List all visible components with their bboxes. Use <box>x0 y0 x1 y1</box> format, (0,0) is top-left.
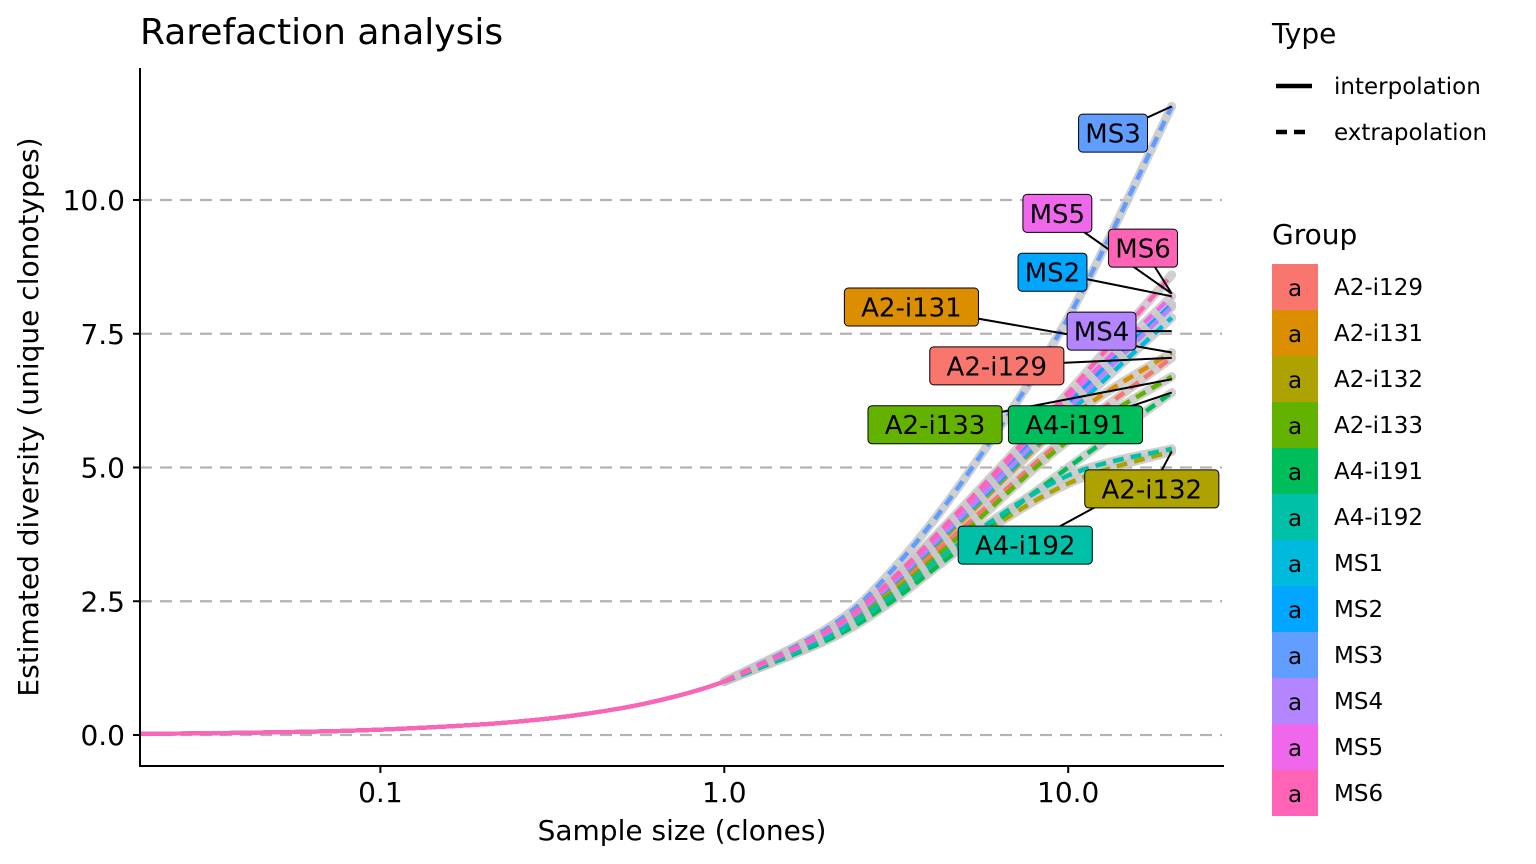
legend-group-label-ms3: MS3 <box>1334 643 1383 669</box>
legend-group-key-a4-i191 <box>1272 448 1318 494</box>
y-tick-label-7-5: 7.5 <box>80 318 125 351</box>
x-tick-label-10-0: 10.0 <box>1037 776 1099 809</box>
y-tick-label-5-0: 5.0 <box>80 452 125 485</box>
legend-group-key-ms1 <box>1272 540 1318 586</box>
legend-group-key-a2-i131 <box>1272 310 1318 356</box>
label-box-a2-i131 <box>843 287 979 327</box>
legend-group-key-a2-i132 <box>1272 356 1318 402</box>
legend-group-label-a2-i133: A2-i133 <box>1334 413 1423 439</box>
label-box-a2-i132 <box>1084 469 1220 509</box>
label-box-ms3 <box>1078 113 1148 153</box>
legend-group-key-a4-i192 <box>1272 494 1318 540</box>
series-labels: MS3 MS5 MS6 MS2 A2-i131 MS4 A2-i129 A2-i133 A4-i… <box>843 113 1220 565</box>
legend-type-label-interpolation: interpolation <box>1334 74 1481 100</box>
extrapolation-line-ms4 <box>723 305 1174 684</box>
interpolation-line-ms6 <box>139 679 725 736</box>
legend-group-glyph-ms2: a <box>1288 598 1302 624</box>
legend-group-label-ms5: MS5 <box>1334 735 1383 761</box>
label-text-ms5: MS5 <box>1030 200 1085 230</box>
legend-group-glyph-a2-i132: a <box>1288 368 1302 394</box>
legend: Type interpolation extrapolation Group a A… <box>1271 17 1487 816</box>
legend-group-label-a2-i129: A2-i129 <box>1334 275 1423 301</box>
legend-group-glyph-ms1: a <box>1288 552 1302 578</box>
legend-group-glyph-a4-i192: a <box>1288 506 1302 532</box>
legend-group-items: a A2-i129 a A2-i131 a A2-i132 a A2-i133 a A4-i191… <box>1272 264 1423 816</box>
legend-group-key-ms4 <box>1272 678 1318 724</box>
extrapolation-line-a4-i192 <box>723 446 1173 684</box>
legend-group-key-ms2 <box>1272 586 1318 632</box>
label-text-ms4: MS4 <box>1074 318 1129 348</box>
legend-group-label-a4-i191: A4-i191 <box>1334 459 1423 485</box>
legend-group-glyph-a2-i131: a <box>1288 322 1302 348</box>
y-axis-label: Estimated diversity (unique clonotypes) <box>12 137 45 696</box>
y-ticks: 0.0 2.5 5.0 7.5 10.0 <box>63 184 140 752</box>
label-text-a4-i191: A4-i191 <box>1025 411 1126 441</box>
legend-group-glyph-ms3: a <box>1288 644 1302 670</box>
legend-group-label-a2-i132: A2-i132 <box>1334 367 1423 393</box>
label-text-ms2: MS2 <box>1025 259 1080 289</box>
label-text-ms6: MS6 <box>1115 235 1170 265</box>
extrapolation-line-ms3 <box>723 105 1174 684</box>
label-box-ms4 <box>1066 311 1137 351</box>
legend-group-label-a2-i131: A2-i131 <box>1334 321 1423 347</box>
legend-group-label-a4-i192: A4-i192 <box>1334 505 1423 531</box>
axes <box>139 68 1224 767</box>
label-box-ms5 <box>1022 193 1093 233</box>
x-tick-label-0-1: 0.1 <box>358 776 403 809</box>
legend-group-key-ms5 <box>1272 724 1318 770</box>
x-tick-label-1-0: 1.0 <box>702 776 747 809</box>
legend-group-title: Group <box>1272 218 1357 251</box>
legend-group-glyph-a2-i129: a <box>1288 276 1302 302</box>
label-text-a2-i131: A2-i131 <box>861 294 962 324</box>
legend-type-title: Type <box>1271 17 1336 50</box>
gridlines <box>140 198 1222 737</box>
extrapolation-line-ms6 <box>723 273 1174 684</box>
label-text-a4-i192: A4-i192 <box>975 532 1076 562</box>
legend-group-label-ms6: MS6 <box>1334 781 1383 807</box>
legend-group-key-a2-i133 <box>1272 402 1318 448</box>
legend-group-label-ms2: MS2 <box>1334 597 1383 623</box>
label-text-a2-i133: A2-i133 <box>885 411 986 441</box>
label-box-a2-i129 <box>929 346 1065 386</box>
label-box-a4-i192 <box>957 525 1093 565</box>
label-box-ms6 <box>1108 228 1178 268</box>
label-box-a2-i133 <box>867 405 1003 445</box>
legend-group-glyph-ms4: a <box>1288 690 1302 716</box>
y-tick-label-0-0: 0.0 <box>80 719 125 752</box>
chart-title: Rarefaction analysis <box>140 12 503 53</box>
y-tick-label-2-5: 2.5 <box>80 585 125 618</box>
legend-group-glyph-ms5: a <box>1288 736 1302 762</box>
x-axis-label: Sample size (clones) <box>538 814 827 847</box>
legend-group-label-ms4: MS4 <box>1334 689 1383 715</box>
legend-type-label-extrapolation: extrapolation <box>1334 120 1487 146</box>
label-text-a2-i129: A2-i129 <box>947 352 1048 382</box>
x-ticks: 0.1 1.0 10.0 <box>358 766 1099 809</box>
legend-group-key-a2-i129 <box>1272 264 1318 310</box>
legend-group-glyph-ms6: a <box>1288 782 1302 808</box>
extrapolation-line-ms2 <box>723 302 1174 684</box>
label-box-ms2 <box>1017 252 1088 292</box>
legend-group-key-ms6 <box>1272 770 1318 816</box>
label-box-a4-i191 <box>1007 405 1144 445</box>
legend-type-items: interpolation extrapolation <box>1276 74 1487 146</box>
label-text-ms3: MS3 <box>1085 120 1140 150</box>
legend-group-key-ms3 <box>1272 632 1318 678</box>
legend-group-glyph-a4-i191: a <box>1288 460 1302 486</box>
y-tick-label-10-0: 10.0 <box>63 184 125 217</box>
label-text-a2-i132: A2-i132 <box>1102 475 1203 505</box>
legend-group-label-ms1: MS1 <box>1334 551 1383 577</box>
legend-group-glyph-a2-i133: a <box>1288 414 1302 440</box>
